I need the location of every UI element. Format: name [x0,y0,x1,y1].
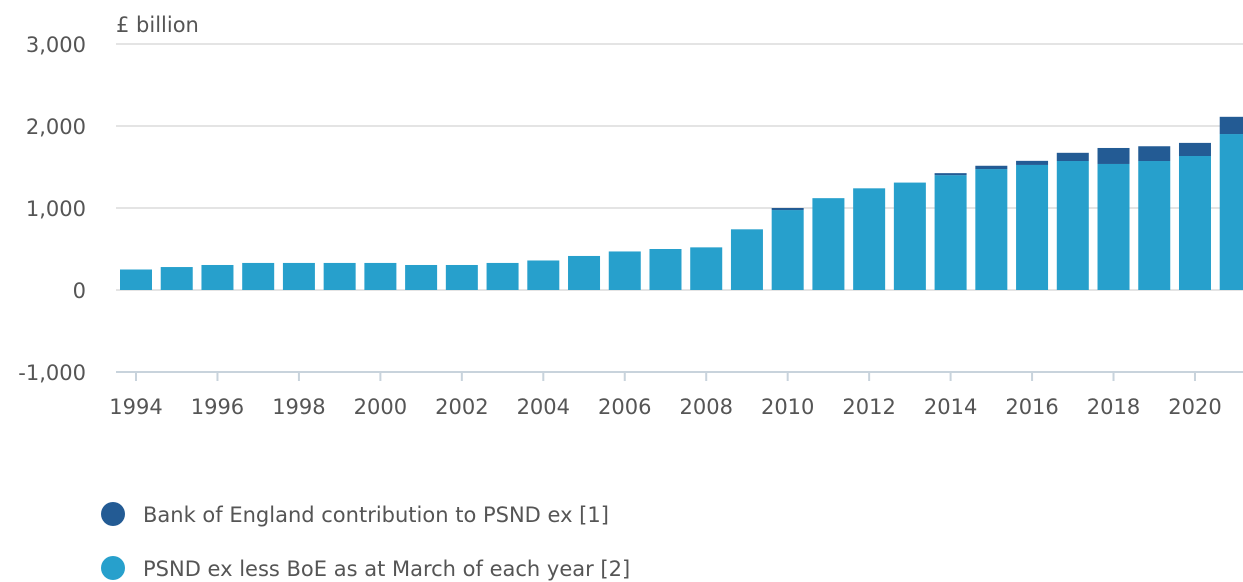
bar [649,249,682,290]
x-tick-label: 2006 [598,395,651,419]
legend-label: Bank of England contribution to PSND ex … [143,503,609,527]
x-tick-label: 2010 [761,395,814,419]
bar [242,262,275,290]
bar [527,260,560,290]
x-tick-label: 2000 [354,395,407,419]
bar [282,262,315,290]
bar [1219,116,1243,135]
bar [201,264,234,290]
bar [771,210,804,290]
bar [975,169,1008,290]
x-tick-label: 2004 [517,395,570,419]
bar [323,262,356,290]
x-tick-label: 2012 [842,395,895,419]
legend-swatch [101,556,125,580]
bar [853,188,886,290]
y-axis-label: £ billion [116,13,199,37]
x-tick-label: 2016 [1005,395,1058,419]
x-tick-label: 1998 [272,395,325,419]
bar [1178,156,1211,290]
bar [934,173,967,176]
x-tick-label: 1994 [109,395,162,419]
y-tick-label: 3,000 [26,33,86,57]
bar [1097,163,1130,290]
bar [486,262,519,290]
bar [1138,161,1171,290]
bar [975,165,1008,170]
x-tick-label: 2008 [679,395,732,419]
bar [1056,152,1089,162]
bar [608,251,641,290]
y-tick-label: 2,000 [26,115,86,139]
bar [893,182,926,290]
x-tick-label: 1996 [191,395,244,419]
bar [364,262,397,290]
bar [160,267,193,290]
bar [120,269,152,290]
legend-label: PSND ex less BoE as at March of each yea… [143,557,630,581]
bar [1056,161,1089,290]
bar [568,255,601,290]
y-tick-label: 0 [73,279,86,303]
bar [934,175,967,290]
bar [1016,160,1049,165]
bar [690,247,723,290]
x-tick-label: 2018 [1087,395,1140,419]
bar [1178,142,1211,157]
y-tick-label: -1,000 [18,361,86,385]
bar [1097,147,1130,164]
bar [405,264,438,290]
bar [812,198,845,290]
bar [1016,164,1049,290]
x-tick-label: 2002 [435,395,488,419]
y-tick-label: 1,000 [26,197,86,221]
bar [445,264,478,290]
x-tick-label: 2020 [1168,395,1221,419]
x-tick-label: 2014 [924,395,977,419]
bar [1219,134,1243,290]
bar [1138,146,1171,162]
bar [730,229,763,290]
bar [771,208,804,211]
legend-swatch [101,502,125,526]
